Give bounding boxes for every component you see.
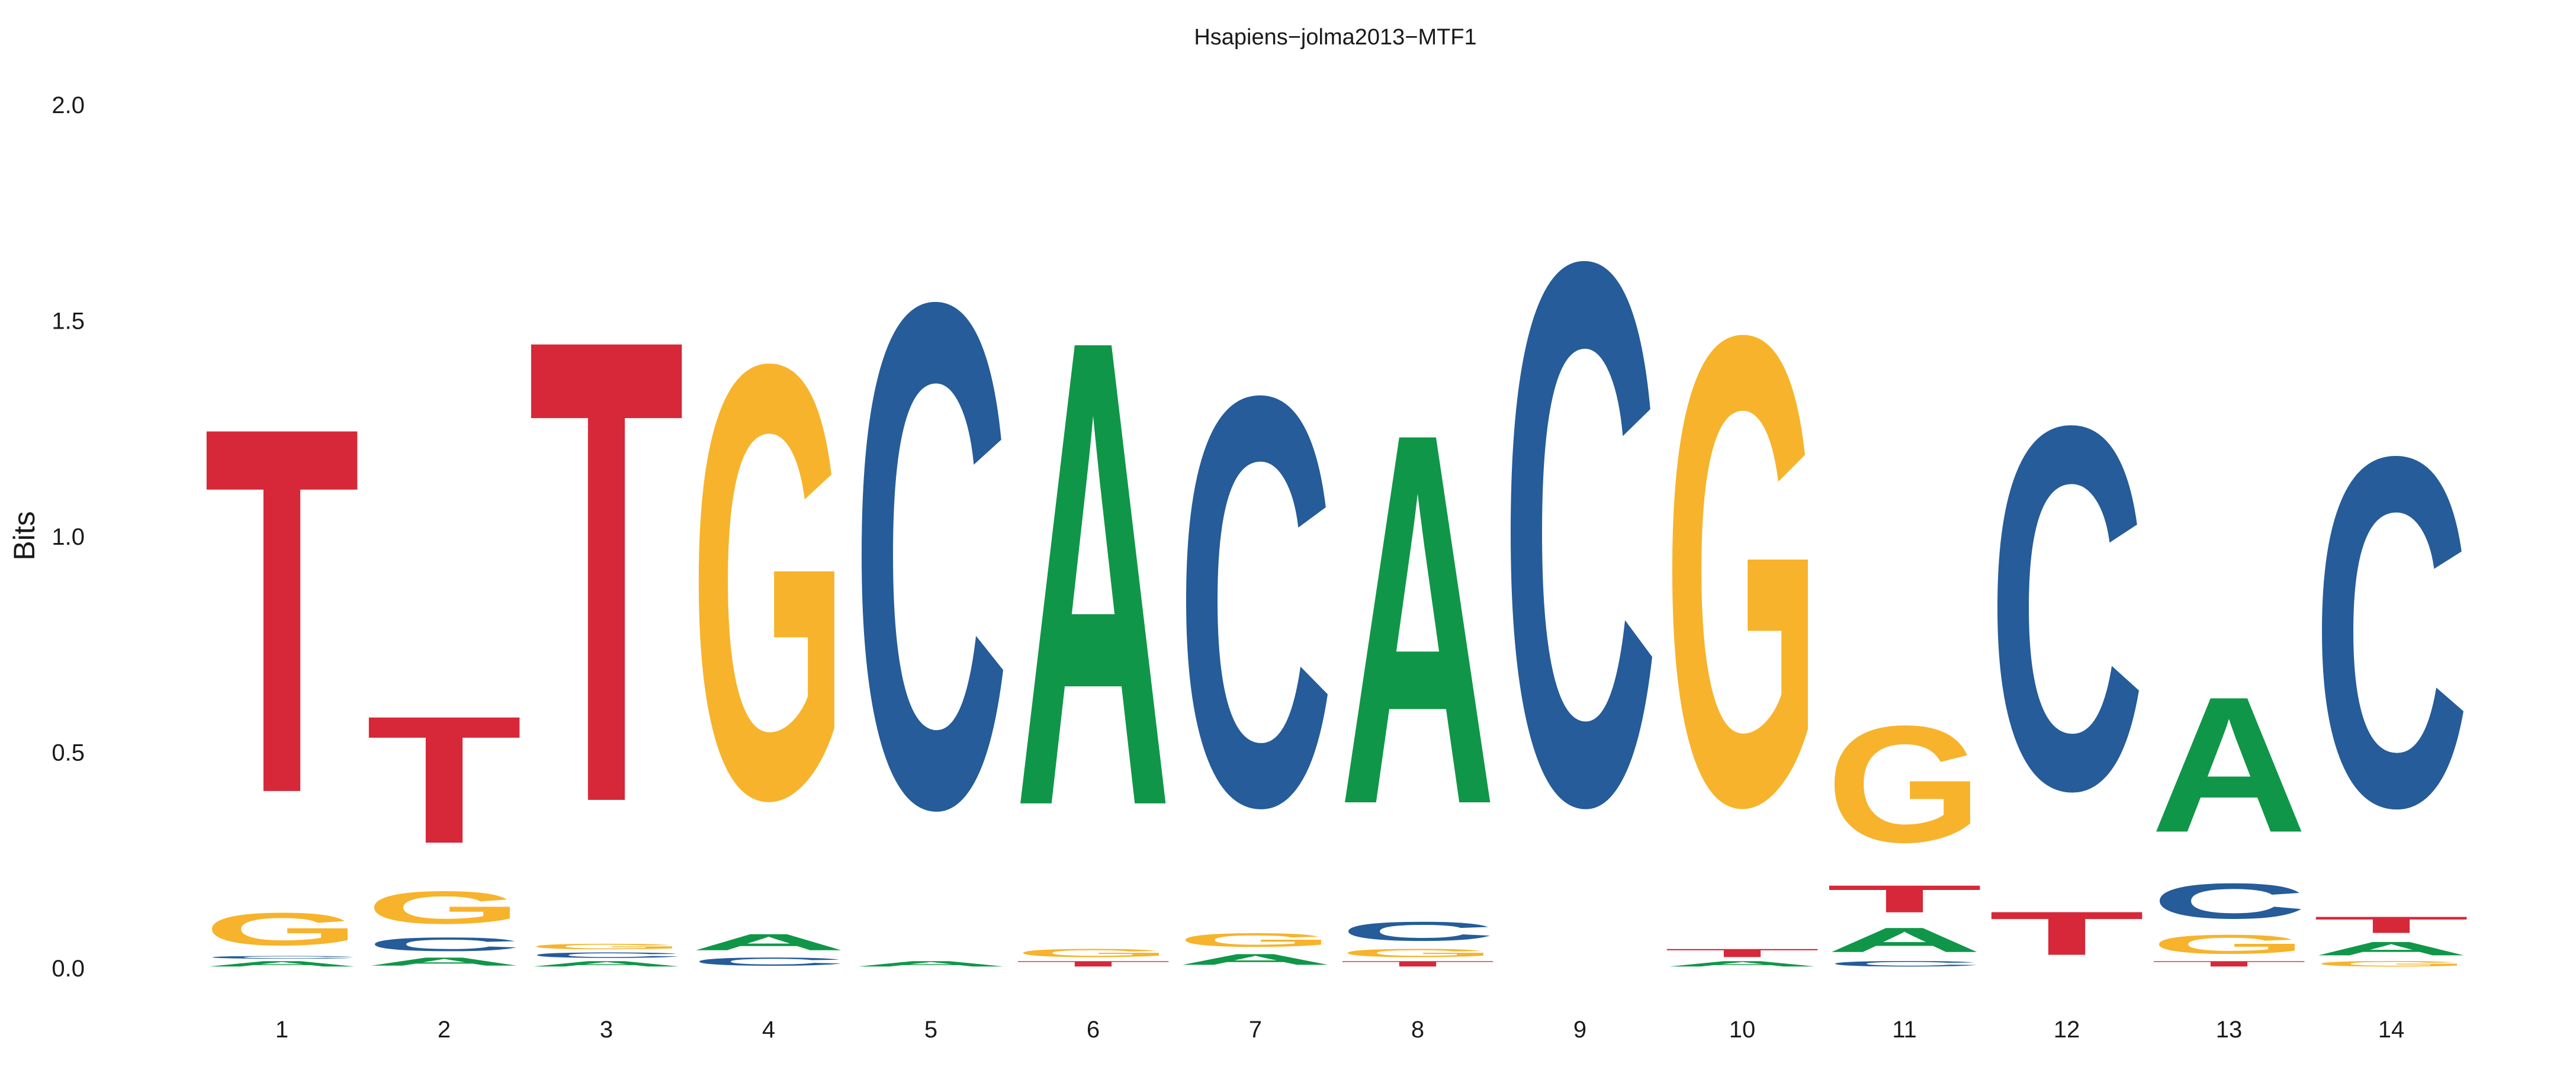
logo-letter-c: C (2313, 353, 2469, 911)
logo-letter-g: G (366, 882, 522, 934)
logo-letter-t: T (528, 201, 685, 940)
logo-letter-c: C (528, 951, 685, 960)
logo-letter-t: T (1664, 946, 1820, 959)
logo-letter-a: A (366, 955, 522, 968)
logo-letter-a: A (204, 959, 360, 968)
logo-letter-g: G (528, 942, 685, 951)
logo-letter-g: G (1826, 692, 1983, 878)
logo-letter-t: T (2313, 912, 2469, 938)
logo-letter-a: A (2151, 657, 2307, 873)
logo-letter-c: C (1826, 959, 1983, 968)
x-tick-label: 4 (762, 1017, 775, 1043)
logo-letter-a: A (690, 929, 847, 955)
y-tick-label: 0.5 (52, 740, 85, 766)
y-axis-ticks: 0.0 0.5 1.0 1.5 2.0 (52, 92, 85, 982)
logo-letter-t: T (1340, 959, 1496, 968)
logo-letter-c: C (690, 955, 847, 968)
y-tick-label: 1.0 (52, 524, 85, 550)
x-axis-ticks: 1 2 3 4 5 6 7 8 9 10 11 12 13 14 (275, 1017, 2404, 1043)
x-tick-label: 5 (924, 1017, 937, 1043)
logo-letter-g: G (1340, 946, 1496, 959)
x-tick-label: 14 (2378, 1017, 2405, 1043)
logo-column: TC (1989, 319, 2145, 968)
logo-letter-a: A (1177, 951, 1334, 968)
logo-column: ATG (1664, 196, 1820, 968)
x-tick-label: 6 (1087, 1017, 1100, 1043)
x-tick-label: 10 (1729, 1017, 1756, 1043)
logo-letter-g: G (690, 235, 847, 927)
x-tick-label: 11 (1892, 1017, 1917, 1043)
x-tick-label: 3 (600, 1017, 613, 1043)
logo-letter-g: G (1177, 929, 1334, 950)
logo-letter-c: C (1502, 102, 1658, 966)
logo-letter-c: C (2151, 873, 2307, 930)
logo-column: C (1502, 102, 1658, 966)
y-tick-label: 0.0 (52, 956, 85, 982)
logo-column: AC (853, 153, 1009, 968)
logo-letter-a: A (1664, 959, 1820, 968)
logo-letter-c: C (1177, 274, 1334, 927)
logo-letter-c: C (366, 933, 522, 955)
logo-letter-a: A (2313, 938, 2469, 960)
logo-letter-g: G (204, 904, 360, 956)
logo-letter-t: T (2151, 959, 2307, 968)
logo-column: AGC (1177, 274, 1334, 968)
logo-letter-a: A (528, 959, 685, 968)
logo-column: TGA (1015, 201, 1171, 968)
logo-letter-a: A (1015, 201, 1171, 945)
x-tick-label: 8 (1411, 1017, 1424, 1043)
logo-letter-g: G (2313, 959, 2469, 968)
x-tick-label: 7 (1249, 1017, 1262, 1043)
x-tick-label: 2 (438, 1017, 451, 1043)
x-tick-label: 9 (1573, 1017, 1586, 1043)
logo-letter-g: G (1015, 946, 1171, 959)
logo-letter-t: T (1989, 899, 2145, 968)
x-tick-label: 1 (275, 1017, 288, 1043)
y-tick-label: 1.5 (52, 308, 85, 335)
logo-letter-c: C (1340, 916, 1496, 946)
x-tick-label: 12 (2054, 1017, 2080, 1043)
logo-letter-g: G (2151, 929, 2307, 959)
logo-letter-c: C (1989, 319, 2145, 898)
logo-letter-a: A (853, 959, 1009, 968)
logo-letter-g: G (1664, 196, 1820, 944)
logo-letter-t: T (204, 319, 360, 902)
y-tick-label: 2.0 (52, 92, 85, 118)
x-tick-label: 13 (2216, 1017, 2243, 1043)
logo-letter-t: T (1826, 878, 1983, 921)
logo-letter-t: T (1015, 959, 1171, 968)
logo-letter-a: A (1826, 921, 1983, 960)
logo-letter-c: C (204, 955, 360, 959)
y-axis-label: Bits (8, 511, 41, 560)
chart-title: Hsapiens−jolma2013−MTF1 (1194, 25, 1476, 50)
logo-letter-c: C (853, 153, 1009, 957)
logo-letter-a: A (1340, 322, 1496, 914)
logo-column: CAG (690, 235, 847, 968)
logo-letter-t: T (366, 679, 522, 882)
